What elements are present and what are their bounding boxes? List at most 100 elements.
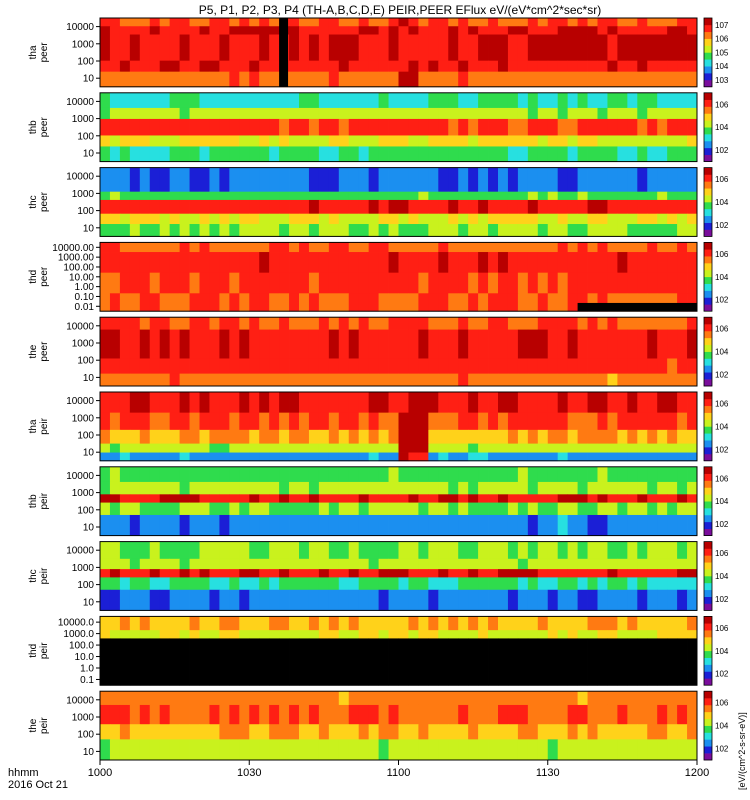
heatmap-cell (159, 71, 171, 88)
heatmap-cell (239, 358, 250, 375)
heatmap-cell (388, 199, 399, 215)
heatmap-cell (617, 502, 628, 516)
heatmap-cell (537, 630, 549, 639)
heatmap-cell (209, 373, 220, 387)
heatmap-cell (468, 739, 479, 761)
heatmap-cell (368, 118, 379, 136)
heatmap-cell (169, 18, 180, 27)
heatmap-cell (408, 358, 419, 375)
heatmap-cell (587, 34, 598, 62)
colorbar-segment (704, 181, 712, 189)
heatmap-cell (189, 558, 200, 570)
heatmap-cell (557, 118, 569, 136)
heatmap-cell (358, 704, 370, 725)
heatmap-cell (358, 616, 370, 631)
heatmap-cell (667, 466, 678, 483)
heatmap-cell (547, 466, 559, 483)
heatmap-cell (418, 107, 429, 120)
heatmap-cell (119, 224, 131, 237)
heatmap-cell (547, 329, 559, 359)
heatmap-cell (428, 71, 439, 88)
heatmap-cell (229, 392, 240, 414)
heatmap-cell (179, 329, 190, 359)
heatmap-cell (269, 191, 280, 201)
heatmap-cell (259, 429, 270, 444)
heatmap-cell (617, 358, 628, 375)
heatmap-cell (667, 481, 678, 495)
heatmap-cell (249, 18, 260, 27)
heatmap-cell (129, 252, 141, 274)
heatmap-cell (597, 558, 608, 570)
heatmap-cell (129, 691, 141, 706)
heatmap-cell (527, 412, 539, 431)
heatmap-cell (249, 616, 260, 631)
heatmap-cell (169, 616, 180, 631)
heatmap-cell (209, 224, 220, 237)
y-tick-label: 10 (83, 597, 95, 608)
heatmap-cell (279, 739, 290, 761)
heatmap-cell (428, 569, 439, 578)
colorbar-segment (704, 127, 712, 135)
heatmap-cell (209, 443, 220, 453)
heatmap-cell (219, 443, 230, 453)
colorbar-tick-label: 106 (715, 175, 729, 184)
heatmap-cell (587, 60, 598, 73)
colorbar-segment (704, 174, 712, 182)
heatmap-cell (139, 199, 151, 215)
heatmap-cell (358, 191, 370, 201)
heatmap-cell (458, 638, 469, 686)
heatmap-cell (229, 60, 240, 73)
heatmap-cell (677, 691, 688, 706)
data-gap (577, 302, 697, 312)
y-tick-label: 100 (77, 431, 94, 442)
heatmap-cell (577, 71, 588, 88)
heatmap-cell (229, 26, 240, 35)
heatmap-cell (299, 569, 310, 578)
heatmap-cell (328, 224, 340, 237)
heatmap-cell (677, 242, 688, 253)
heatmap-cell (557, 135, 569, 147)
heatmap-cell (119, 213, 131, 225)
heatmap-cell (488, 60, 499, 73)
colorbar-segment (704, 623, 712, 631)
colorbar-segment (704, 256, 712, 264)
colorbar-segment (704, 99, 712, 107)
heatmap-cell (677, 630, 688, 639)
heatmap-cell (378, 213, 389, 225)
heatmap-cell (299, 739, 310, 761)
heatmap-cell (149, 392, 161, 414)
heatmap-cell (507, 569, 519, 578)
heatmap-cell (279, 429, 290, 444)
heatmap-cell (328, 213, 340, 225)
heatmap-cell (119, 514, 131, 536)
heatmap-cell (388, 191, 399, 201)
heatmap-cell (259, 317, 270, 330)
heatmap-cell (109, 494, 121, 503)
heatmap-cell (308, 577, 320, 591)
heatmap-cell (229, 724, 240, 740)
heatmap-cell (527, 18, 539, 27)
heatmap-cell (597, 107, 608, 120)
heatmap-cell (179, 452, 190, 462)
heatmap-cell (577, 630, 588, 639)
heatmap-cell (109, 107, 121, 120)
heatmap-cell (149, 92, 161, 109)
panel-thd-peer: 0.010.101.0010.00100.001000.0010000.00th… (28, 241, 729, 313)
heatmap-cell (368, 107, 379, 120)
heatmap-cell (119, 167, 131, 193)
heatmap-cell (587, 638, 598, 686)
heatmap-cell (169, 92, 180, 109)
heatmap-cell (567, 92, 578, 109)
heatmap-cell (687, 34, 698, 62)
heatmap-cell (527, 541, 539, 560)
heatmap-cell (348, 466, 360, 483)
heatmap-cell (119, 704, 131, 725)
heatmap-cell (378, 739, 389, 761)
heatmap-cell (687, 558, 698, 570)
heatmap-cell (657, 213, 668, 225)
heatmap-cell (537, 558, 549, 570)
heatmap-cell (677, 589, 688, 611)
